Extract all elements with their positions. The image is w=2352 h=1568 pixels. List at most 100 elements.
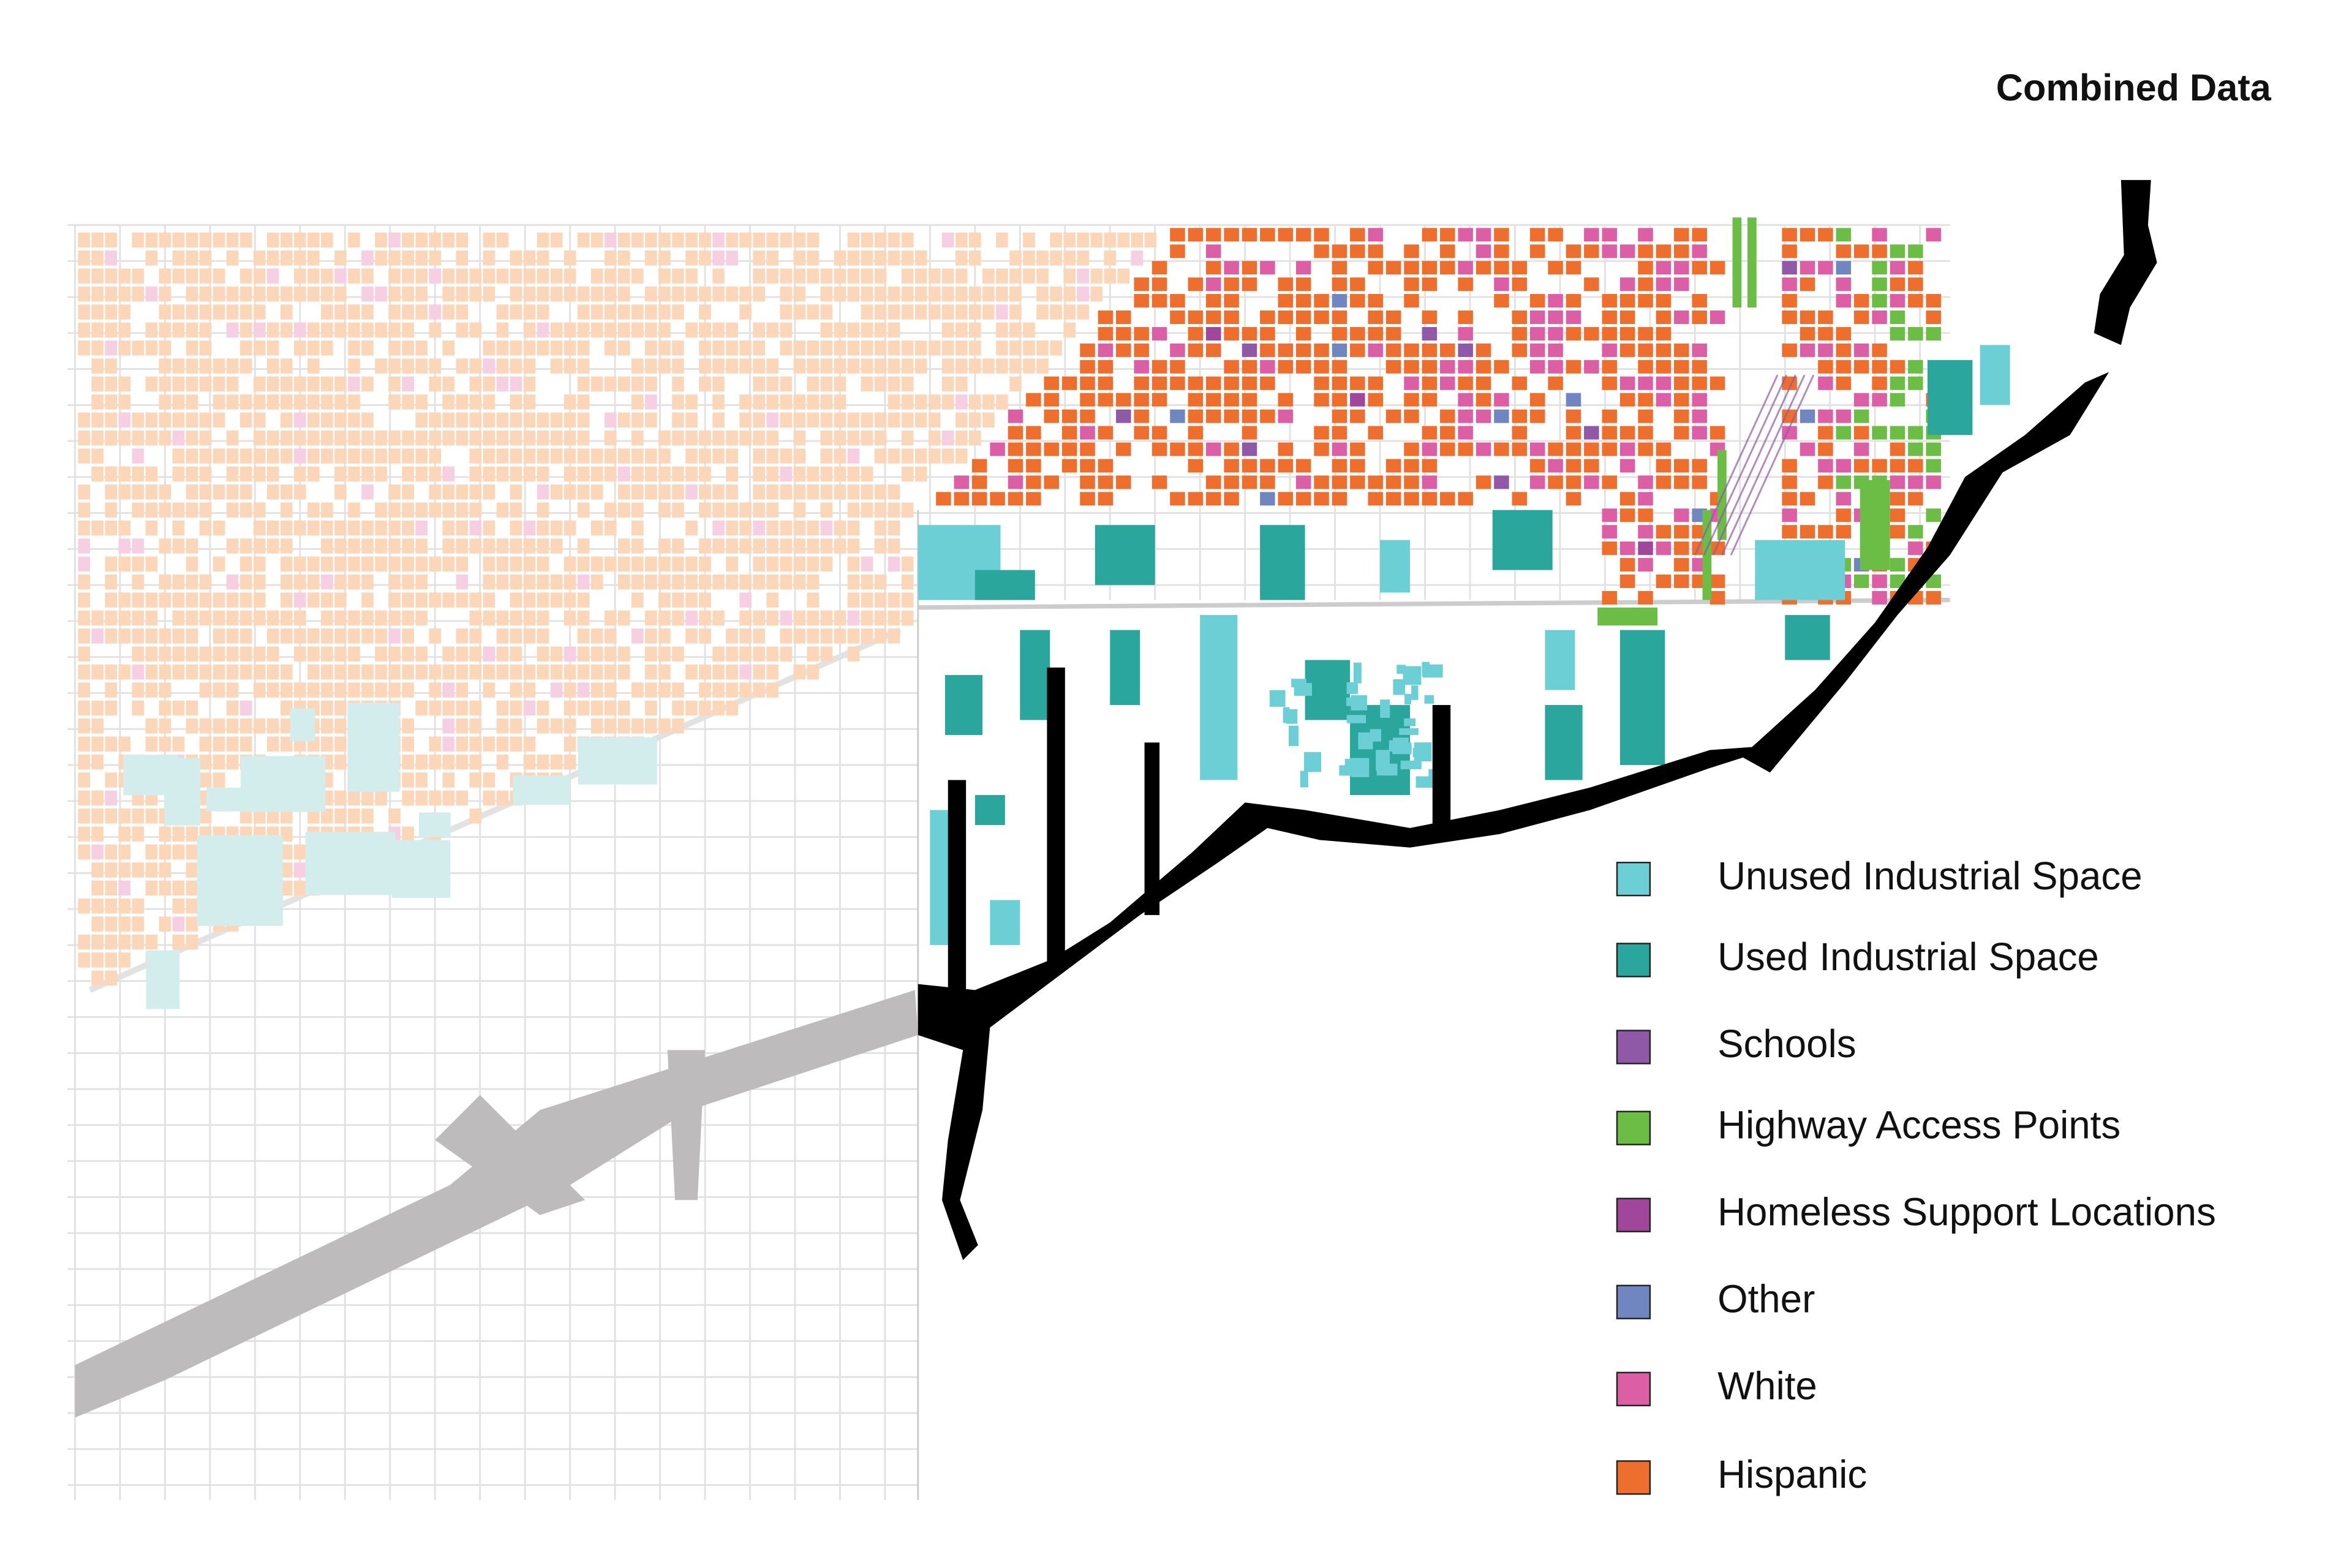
faded-block xyxy=(186,664,198,680)
building-block xyxy=(1836,508,1852,522)
faded-block xyxy=(807,574,820,590)
building-block xyxy=(1242,459,1257,473)
faded-block xyxy=(118,844,131,860)
faded-block xyxy=(483,466,496,482)
faded-block xyxy=(820,286,833,302)
building-block xyxy=(1619,310,1635,324)
faded-block xyxy=(510,664,522,680)
faded-block xyxy=(186,322,198,338)
faded-block xyxy=(91,916,104,932)
faded-block xyxy=(1009,358,1022,374)
faded-block xyxy=(469,610,482,626)
faded-block xyxy=(280,862,293,878)
faded-block xyxy=(266,340,279,356)
faded-block xyxy=(874,268,887,284)
building-block xyxy=(1314,244,1329,258)
faded-block xyxy=(753,502,765,518)
faded-block xyxy=(496,610,509,626)
faded-block xyxy=(941,268,954,284)
faded-block xyxy=(294,646,306,662)
faded-block xyxy=(253,304,266,320)
faded-block xyxy=(861,484,873,500)
faded-block xyxy=(766,232,779,248)
building-block xyxy=(1818,310,1833,324)
faded-block xyxy=(537,250,549,266)
building-block xyxy=(1368,261,1383,275)
building-block xyxy=(1836,360,1852,374)
faded-block xyxy=(645,322,657,338)
faded-block xyxy=(969,286,981,302)
faded-block xyxy=(861,250,873,266)
faded-block xyxy=(577,466,590,482)
faded-block xyxy=(78,538,90,554)
building-block xyxy=(1152,426,1167,440)
faded-block xyxy=(105,358,118,374)
faded-block xyxy=(523,628,536,644)
faded-block xyxy=(577,484,590,500)
faded-block xyxy=(699,358,711,374)
faded-block xyxy=(645,304,657,320)
faded-block xyxy=(956,430,968,446)
faded-block xyxy=(280,520,293,536)
faded-block xyxy=(645,610,657,626)
faded-block xyxy=(617,538,630,554)
faded-block xyxy=(226,430,239,446)
building-block xyxy=(1782,261,1797,275)
faded-block xyxy=(807,556,820,572)
faded-block xyxy=(617,340,630,356)
faded-block xyxy=(375,358,387,374)
building-block xyxy=(1890,294,1905,308)
faded-block xyxy=(280,718,293,734)
faded-block xyxy=(280,502,293,518)
faded-block xyxy=(712,340,725,356)
faded-block xyxy=(604,412,617,428)
faded-block xyxy=(847,556,860,572)
legend-label: Schools xyxy=(1717,1022,1856,1066)
faded-block xyxy=(213,394,225,410)
faded-block xyxy=(388,592,401,608)
building-block xyxy=(1656,360,1672,374)
faded-block xyxy=(496,718,509,734)
faded-block xyxy=(739,592,752,608)
faded-block xyxy=(564,358,576,374)
faded-block xyxy=(186,484,198,500)
faded-block xyxy=(766,484,779,500)
faded-block xyxy=(739,304,752,320)
faded-block xyxy=(847,538,860,554)
faded-block xyxy=(1036,304,1049,320)
faded-block xyxy=(172,304,185,320)
faded-block xyxy=(321,664,333,680)
building-block xyxy=(1872,393,1887,407)
faded-block xyxy=(469,286,482,302)
faded-block xyxy=(280,484,293,500)
building-block xyxy=(1440,442,1455,456)
faded-block xyxy=(753,250,765,266)
faded-block xyxy=(793,610,806,626)
building-block xyxy=(1619,343,1635,357)
building-block xyxy=(1242,475,1257,489)
faded-block xyxy=(429,268,441,284)
faded-block xyxy=(361,376,374,392)
building-block xyxy=(1314,492,1329,506)
faded-block xyxy=(510,502,522,518)
faded-block xyxy=(888,412,900,428)
faded-block xyxy=(523,700,536,716)
building-block xyxy=(1602,442,1617,456)
faded-block xyxy=(537,466,549,482)
faded-block xyxy=(239,592,252,608)
building-block xyxy=(1638,590,1653,605)
faded-block xyxy=(510,520,522,536)
faded-block xyxy=(523,754,536,770)
faded-block xyxy=(861,340,873,356)
building-block xyxy=(1584,442,1599,456)
faded-block xyxy=(483,610,496,626)
faded-block xyxy=(118,538,131,554)
faded-block xyxy=(348,448,360,464)
faded-block xyxy=(456,556,469,572)
faded-block xyxy=(334,664,347,680)
faded-block xyxy=(280,592,293,608)
faded-block xyxy=(901,574,914,590)
faded-block xyxy=(847,268,860,284)
building-block xyxy=(1458,376,1473,390)
building-block xyxy=(1458,409,1473,423)
